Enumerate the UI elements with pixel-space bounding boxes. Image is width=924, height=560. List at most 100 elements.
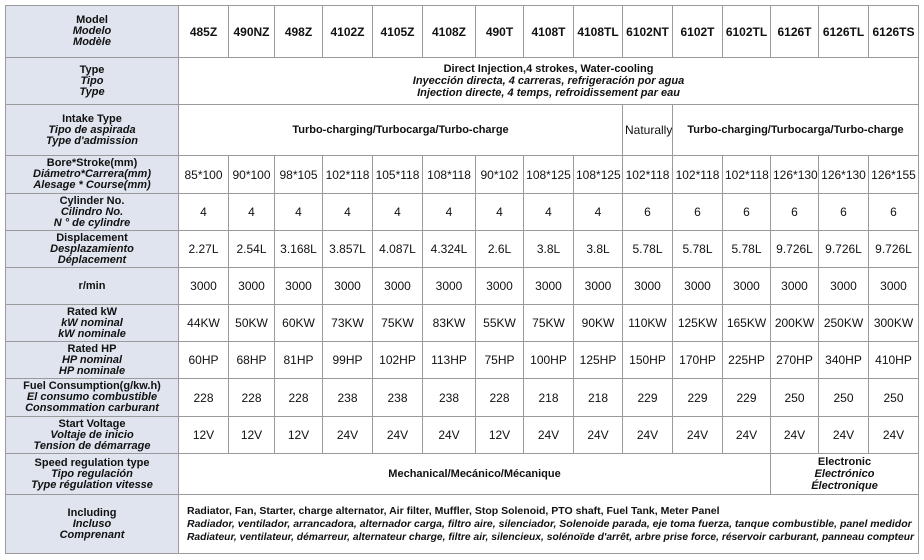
text-line: Direct Injection,4 strokes, Water-coolin… [181, 63, 916, 75]
value-cell: 4 [475, 193, 524, 231]
value-cell: 73KW [322, 304, 373, 342]
value-cell: 24V [868, 416, 919, 454]
text-line: HP nominal [8, 354, 176, 366]
text: Type régulation vitesse [31, 478, 153, 491]
value-cell: 250 [770, 378, 819, 417]
value-cell: 110KW [622, 304, 673, 342]
text-line: Type [8, 63, 176, 76]
row-label: Rated HP HP nominal HP nominale [5, 341, 179, 379]
value-cell: 5.78L [722, 230, 771, 268]
value-cell: 218 [573, 378, 623, 417]
model-name: 4108TL [573, 5, 623, 58]
value-cell: 3000 [573, 267, 623, 305]
text-line: Fuel Consumption(g/kw.h) [8, 381, 176, 392]
value-cell: 340HP [818, 341, 869, 379]
model-name: 4102Z [322, 5, 373, 58]
text-line: Alesage * Course(mm) [8, 180, 176, 191]
model-name: 6102TL [722, 5, 771, 58]
value-cell: 108*125 [573, 155, 623, 194]
value-cell: 238 [372, 378, 423, 417]
text: Voltaje de inicio [50, 428, 134, 441]
value-cell: 75HP [475, 341, 524, 379]
text: Cylinder No. [59, 194, 125, 207]
text-line: Cylinder No. [8, 194, 176, 207]
text: Fuel Consumption(g/kw.h) [23, 380, 161, 392]
text: Radiateur, ventilateur, démarreur, alter… [187, 530, 914, 543]
value-cell: 4 [228, 193, 275, 231]
value-cell: 3000 [868, 267, 919, 305]
text-line: Bore*Stroke(mm) [8, 158, 176, 169]
text: Radiador, ventilador, arrancadora, alter… [187, 517, 912, 530]
value-cell: 2.6L [475, 230, 524, 268]
value-cell: 126*130 [818, 155, 869, 194]
value-cell: 228 [475, 378, 524, 417]
text-line: r/min [8, 280, 176, 292]
value-cell: 228 [178, 378, 229, 417]
value-cell: 12V [274, 416, 323, 454]
row-label: Intake Type Tipo de aspirada Type d'admiss… [5, 104, 179, 156]
header-row: Model Modelo Modèle 485Z 490NZ 498Z 4102Z 4105Z… [5, 5, 919, 58]
text-line: kW nominal [8, 317, 176, 329]
text-line: Voltaje de inicio [8, 428, 176, 441]
value-cell: 5.78L [622, 230, 673, 268]
value-cell: 24V [523, 416, 574, 454]
text-line: Tension de démarrage [8, 440, 176, 452]
value-cell: 3000 [475, 267, 524, 305]
model-name: 4108Z [422, 5, 476, 58]
text: Type [79, 85, 105, 98]
text-line: Type régulation vitesse [8, 478, 176, 491]
text: Bore*Stroke(mm) [46, 157, 138, 169]
text: Speed regulation type [34, 456, 150, 469]
value-cell: 225HP [722, 341, 771, 379]
text: Intake Type [62, 112, 122, 125]
value-cell: 102*118 [672, 155, 723, 194]
merged-cell: Mechanical/Mecánico/Mécanique [178, 453, 771, 495]
text: Cilindro No. [60, 205, 124, 218]
value-cell: 6 [818, 193, 869, 231]
value-cell: 4 [178, 193, 229, 231]
model-name: 498Z [274, 5, 323, 58]
model-name: 6126TL [818, 5, 869, 58]
text-line: Displacement [8, 231, 176, 244]
text-line: Électronique [773, 480, 916, 492]
value-cell: 12V [228, 416, 275, 454]
merged-cell: Direct Injection,4 strokes, Water-coolin… [178, 57, 919, 105]
text-line: Electronic [773, 456, 916, 468]
text: Déplacement [57, 253, 127, 266]
value-cell: 75KW [523, 304, 574, 342]
value-cell: 2.54L [228, 230, 275, 268]
merged-cell: Turbo-charging/Turbocarga/Turbo-charge [672, 104, 919, 156]
text: HP nominale [58, 364, 126, 377]
value-cell: 238 [422, 378, 476, 417]
row-label: Cylinder No. Cilindro No. N ° de cylindre [5, 193, 179, 231]
value-cell: 3000 [322, 267, 373, 305]
value-cell: 4.087L [372, 230, 423, 268]
model-name: 6102T [672, 5, 723, 58]
value-cell: 24V [722, 416, 771, 454]
model-name: 4105Z [372, 5, 423, 58]
value-cell: 60KW [274, 304, 323, 342]
value-cell: 75KW [372, 304, 423, 342]
model-name: 490NZ [228, 5, 275, 58]
value-cell: 229 [672, 378, 723, 417]
value-cell: 3.8L [573, 230, 623, 268]
text: Comprenant [59, 528, 125, 541]
value-cell: 6 [868, 193, 919, 231]
value-cell: 24V [770, 416, 819, 454]
value-cell: Naturally [622, 104, 673, 156]
text: Displacement [56, 231, 128, 244]
value-cell: 55KW [475, 304, 524, 342]
spec-row: Displacement Desplazamiento Déplacement 2.2… [5, 230, 919, 268]
value-cell: 3000 [672, 267, 723, 305]
text-line: Desplazamiento [8, 243, 176, 255]
text-line: Tipo [8, 75, 176, 87]
text: Type d'admission [45, 134, 139, 147]
value-cell: 68HP [228, 341, 275, 379]
text: Type [79, 63, 105, 76]
value-cell: 24V [818, 416, 869, 454]
text-line: HP nominale [8, 364, 176, 377]
row-label: Fuel Consumption(g/kw.h) El consumo combu… [5, 378, 179, 417]
text: El consumo combustible [26, 391, 158, 403]
value-cell: 218 [523, 378, 574, 417]
text: Diámetro*Carrera(mm) [33, 168, 151, 180]
